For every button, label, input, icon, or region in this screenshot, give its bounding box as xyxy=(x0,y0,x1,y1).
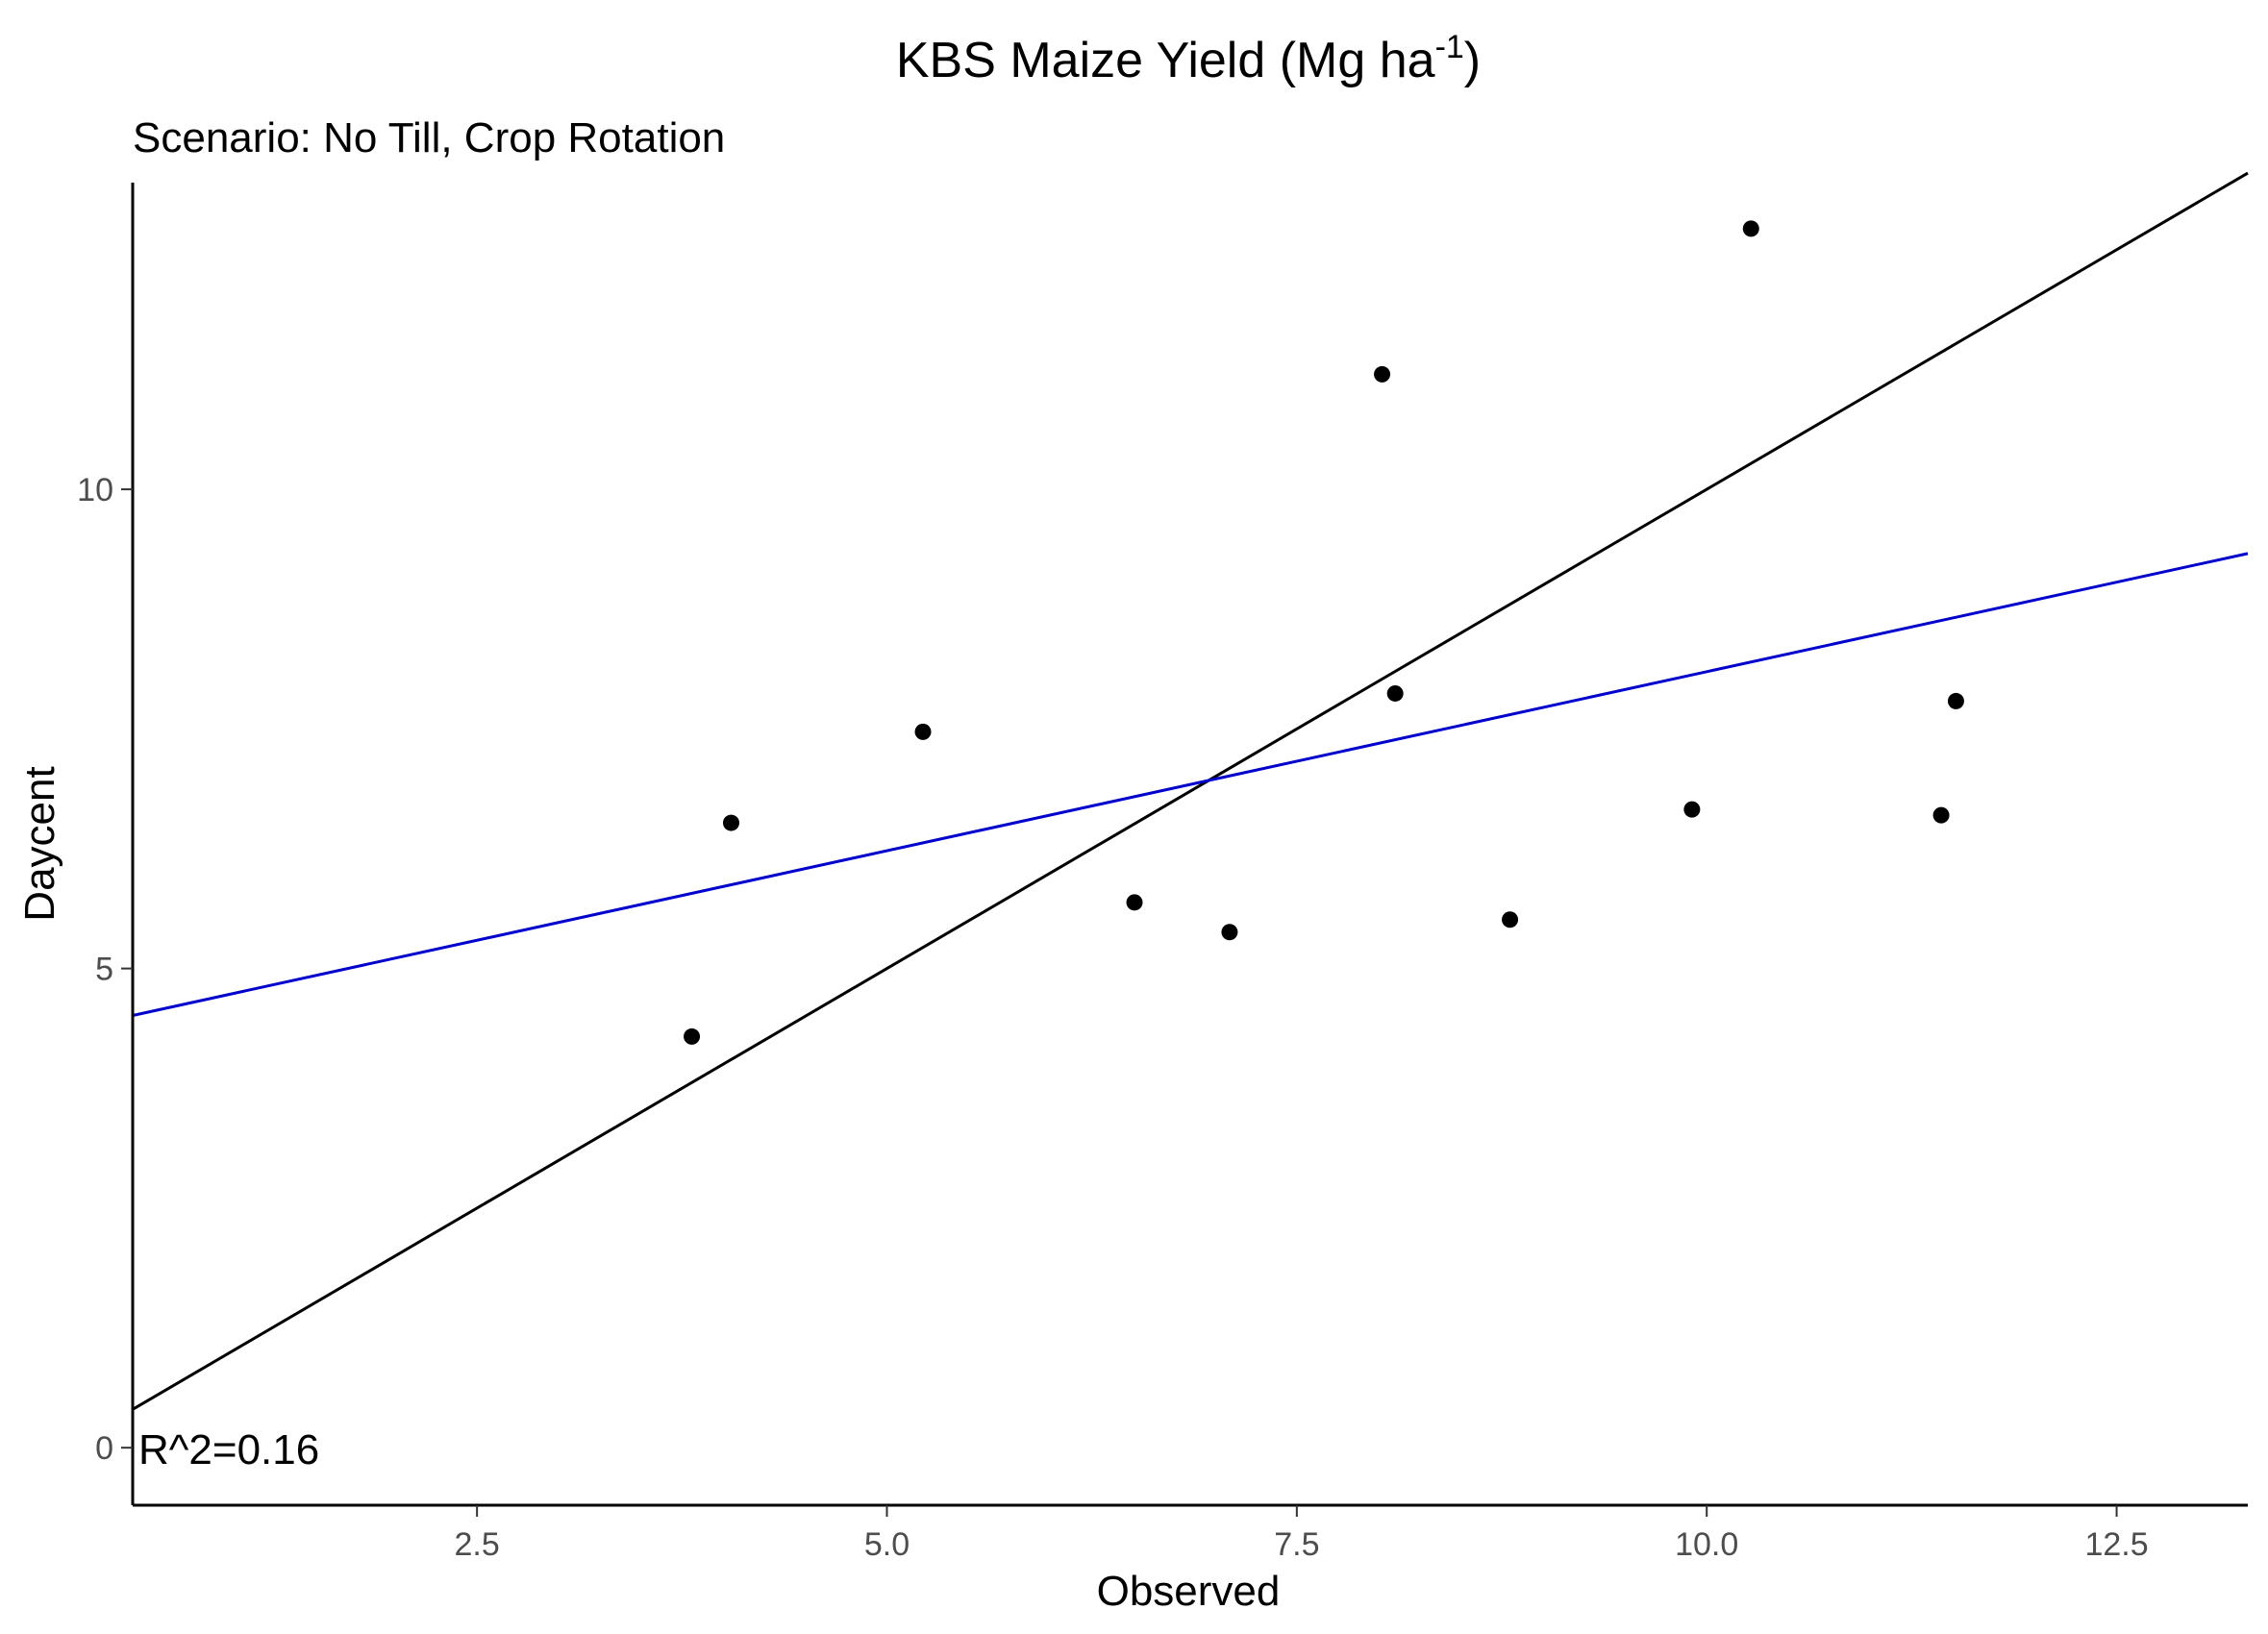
data-point-12 xyxy=(1947,692,1964,709)
x-tick-label: 10.0 xyxy=(1675,1526,1738,1563)
lines-layer xyxy=(132,171,2249,1411)
regression-line xyxy=(132,552,2249,1017)
x-ticks: 2.5 5.0 7.5 10.0 12.5 xyxy=(455,1505,2149,1563)
data-point-4 xyxy=(1126,894,1143,911)
data-point-9 xyxy=(1683,801,1701,818)
data-point-11 xyxy=(1932,806,1950,824)
data-point-3 xyxy=(914,723,932,740)
x-tick-label: 7.5 xyxy=(1274,1526,1319,1563)
r-squared-annotation: R^2=0.16 xyxy=(138,1426,319,1473)
chart-subtitle: Scenario: No Till, Crop Rotation xyxy=(133,114,725,161)
x-tick-label: 5.0 xyxy=(864,1526,910,1563)
y-axis-title: Daycent xyxy=(16,766,63,921)
chart-title-superscript: -1 xyxy=(1435,29,1464,65)
data-point-5 xyxy=(1221,924,1238,941)
x-tick-label: 2.5 xyxy=(455,1526,500,1563)
y-tick-label: 5 xyxy=(95,952,113,988)
chart-title: KBS Maize Yield (Mg ha-1) xyxy=(896,29,1481,88)
x-axis-title: Observed xyxy=(1097,1568,1281,1615)
data-point-2 xyxy=(722,814,739,831)
data-point-6 xyxy=(1374,365,1391,383)
y-tick-label: 10 xyxy=(77,472,113,508)
data-point-10 xyxy=(1742,220,1759,237)
chart-title-suffix: ) xyxy=(1464,33,1481,88)
data-point-1 xyxy=(684,1027,701,1045)
x-tick-label: 12.5 xyxy=(2084,1526,2148,1563)
identity-line xyxy=(132,171,2249,1411)
y-ticks: 0 5 10 xyxy=(77,472,133,1467)
data-point-8 xyxy=(1502,911,1519,928)
points-layer xyxy=(684,220,1964,1045)
data-point-7 xyxy=(1386,684,1404,702)
y-tick-label: 0 xyxy=(95,1430,113,1467)
